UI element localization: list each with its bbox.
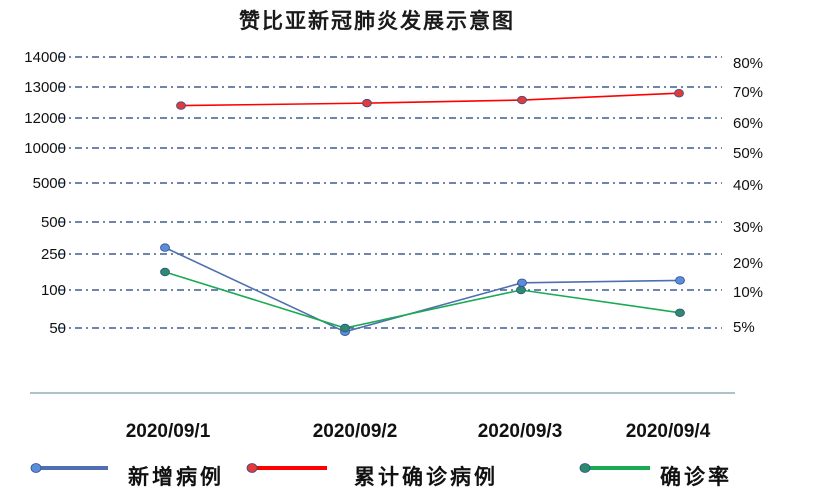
- x-tick-label: 2020/09/3: [478, 421, 563, 442]
- series-1: [176, 88, 684, 110]
- data-point: [362, 98, 372, 108]
- left-tick-label: 5000: [33, 175, 66, 192]
- right-axis: 80% 70% 60% 50% 40% 30% 20% 10% 5%: [733, 55, 763, 336]
- right-tick-label: 70%: [733, 84, 763, 101]
- data-point: [674, 88, 684, 98]
- series-line: [164, 246, 681, 333]
- data-point: [160, 243, 170, 252]
- legend-marker: [246, 463, 258, 473]
- right-tick-label: 10%: [733, 284, 763, 301]
- right-tick-label: 20%: [733, 255, 763, 272]
- data-point: [160, 267, 170, 277]
- data-point: [340, 323, 350, 333]
- left-tick-label: 50: [49, 320, 66, 337]
- legend-label: 新增病例: [128, 465, 224, 489]
- series-line: [164, 271, 681, 329]
- legend-marker: [579, 463, 591, 473]
- series-line: [180, 92, 680, 107]
- right-tick-label: 30%: [733, 219, 763, 236]
- x-axis: 2020/09/1 2020/09/2 2020/09/3 2020/09/4: [126, 421, 711, 442]
- left-tick-label: 13000: [24, 79, 66, 96]
- left-tick-label: 250: [41, 246, 66, 263]
- legend-item: 新增病例: [30, 463, 224, 489]
- left-tick-label: 100: [41, 282, 66, 299]
- left-tick-label: 12000: [24, 110, 66, 127]
- legend-marker: [30, 463, 42, 473]
- x-tick-label: 2020/09/1: [126, 421, 211, 442]
- left-tick-label: 10000: [24, 140, 66, 157]
- data-point: [516, 285, 526, 295]
- right-tick-label: 80%: [733, 55, 763, 72]
- series-group: [160, 88, 685, 336]
- chart-title: 赞比亚新冠肺炎发展示意图: [238, 9, 515, 33]
- x-tick-label: 2020/09/2: [313, 421, 398, 442]
- left-tick-label: 14000: [24, 49, 66, 66]
- x-tick-label: 2020/09/4: [626, 421, 711, 442]
- legend-label: 确诊率: [660, 465, 732, 489]
- data-point: [517, 95, 527, 105]
- series-2: [160, 267, 685, 333]
- data-point: [517, 278, 527, 287]
- legend-item: 确诊率: [579, 463, 732, 489]
- right-tick-label: 40%: [733, 177, 763, 194]
- legend-item: 累计确诊病例: [246, 463, 498, 489]
- data-point: [675, 276, 685, 285]
- data-point: [176, 101, 186, 110]
- data-point: [675, 308, 685, 317]
- right-tick-label: 50%: [733, 145, 763, 162]
- left-tick-label: 500: [41, 214, 66, 231]
- right-tick-label: 5%: [733, 319, 755, 336]
- gridlines: [58, 56, 722, 329]
- left-axis: 14000 13000 12000 10000 5000 500 250 100 50: [24, 49, 66, 337]
- legend-label: 累计确诊病例: [354, 465, 498, 489]
- legend: 新增病例 累计确诊病例 确诊率: [30, 463, 732, 489]
- right-tick-label: 60%: [733, 115, 763, 132]
